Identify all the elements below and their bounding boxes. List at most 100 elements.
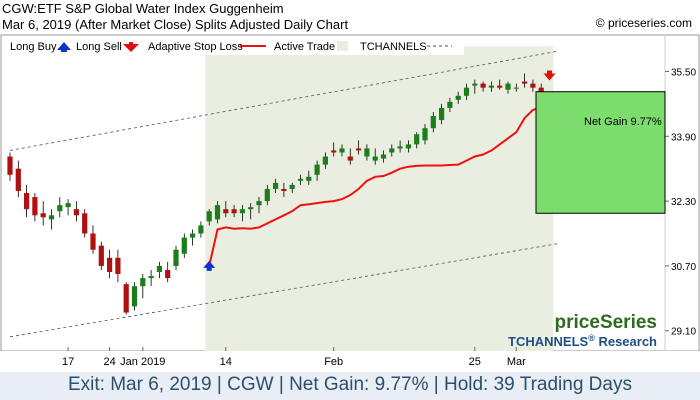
candle-body	[497, 85, 503, 88]
candle-body	[372, 156, 378, 161]
candle-body	[281, 188, 287, 191]
candle-body	[140, 278, 146, 287]
candle-body	[198, 225, 204, 234]
x-tick-label: 24	[103, 356, 115, 368]
copyright-notice: © priceseries.com	[595, 16, 692, 30]
candle-body	[405, 144, 411, 149]
candle-body	[48, 215, 55, 220]
candle-body	[90, 233, 96, 250]
y-tick-label: 33.90	[671, 132, 696, 143]
research-suffix: Research	[595, 334, 657, 349]
x-tick-label: Feb	[324, 356, 343, 368]
net-gain-label: Net Gain 9.77%	[584, 116, 662, 128]
candle-body	[297, 178, 304, 181]
candle-body	[430, 116, 436, 129]
net-gain-rect	[535, 91, 666, 214]
x-tick-label: 14	[220, 356, 232, 368]
tchannels-lines	[9, 50, 558, 338]
footer-separator: |	[273, 374, 290, 395]
footer-separator: |	[428, 374, 444, 395]
candle-body	[65, 203, 71, 208]
candle-body	[214, 205, 221, 220]
legend-long-sell-label: Long Sell	[76, 41, 122, 53]
candle-body	[389, 148, 395, 153]
research-prefix: TCHANNELS	[508, 334, 588, 349]
candle-body	[115, 257, 121, 275]
candle-body	[331, 150, 337, 153]
chart-title: CGW:ETF S&P Global Water Index Guggenhei…	[2, 1, 284, 16]
candle-body	[522, 81, 528, 84]
candle-body	[480, 83, 486, 88]
stop-loss-path	[208, 100, 567, 267]
candle-body	[339, 148, 345, 153]
footer-hold: Hold: 39 Trading Days	[443, 374, 632, 395]
candle-body	[422, 128, 428, 141]
candle-body	[148, 276, 154, 279]
footer-net-gain: Net Gain: 9.77%	[289, 374, 429, 395]
y-tick-label: 30.70	[671, 262, 696, 273]
candle-body	[181, 237, 187, 254]
channel-upper-line	[9, 50, 558, 151]
candle-body	[98, 245, 104, 266]
candle-body	[306, 176, 312, 181]
legend-long-sell-arrow-icon	[123, 42, 139, 52]
legend: Long Buy Long Sell Adaptive Stop Loss Ac…	[4, 38, 464, 55]
candle-body	[455, 95, 461, 100]
chart-subtitle: Mar 6, 2019 (After Market Close) Splits …	[2, 17, 349, 32]
x-tick-label: 25	[469, 356, 481, 368]
y-tick-label: 29.10	[671, 327, 696, 338]
candle-body	[397, 146, 403, 149]
long-sell-arrow-icon	[543, 70, 556, 81]
candle-body	[15, 168, 21, 191]
candle-body	[463, 87, 470, 96]
candle-body	[273, 182, 279, 189]
tchannels-research-label: TCHANNELS® Research	[508, 333, 657, 349]
candle-body	[264, 188, 270, 202]
trade-summary-footer: Exit: Mar 6, 2019 | CGW | Net Gain: 9.77…	[0, 372, 700, 400]
candle-body	[40, 213, 46, 218]
priceseries-logo: priceSeries	[555, 312, 657, 333]
candle-body	[190, 233, 196, 238]
candle-body	[439, 107, 445, 121]
candle-body	[173, 249, 179, 266]
y-axis: 29.10 30.70 32.30 33.90 35.50	[665, 67, 696, 338]
candle-body	[513, 87, 519, 89]
candle-body	[289, 184, 295, 189]
legend-long-buy-label: Long Buy	[10, 41, 57, 53]
candle-body	[256, 201, 262, 206]
candle-body	[165, 269, 171, 279]
candle-body	[364, 148, 370, 157]
legend-active-trade-label: Active Trade	[274, 41, 335, 53]
price-chart: 29.10 30.70 32.30 33.90 35.50 17 24 Jan 2019 14…	[0, 34, 700, 372]
registered-mark: ®	[588, 333, 595, 343]
candle-body	[472, 83, 478, 86]
candle-body	[7, 156, 13, 175]
footer-separator: |	[211, 374, 228, 395]
legend-tchannels-label: TCHANNELS	[360, 41, 427, 53]
candle-body	[248, 207, 254, 210]
y-tick-label: 35.50	[671, 67, 696, 78]
candlestick-series	[7, 73, 544, 315]
candle-body	[530, 83, 536, 88]
chart-header: CGW:ETF S&P Global Water Index Guggenhei…	[0, 0, 700, 34]
legend-background	[4, 38, 464, 55]
candle-body	[107, 257, 113, 272]
candle-body	[505, 83, 511, 90]
footer-symbol: CGW	[227, 374, 274, 395]
candle-body	[24, 193, 30, 210]
active-trade-region	[205, 46, 554, 351]
candle-body	[414, 134, 420, 145]
footer-exit: Exit: Mar 6, 2019	[68, 374, 212, 395]
candle-body	[447, 101, 453, 108]
long-buy-arrow-icon	[203, 260, 216, 271]
candle-body	[314, 164, 320, 175]
candle-body	[231, 209, 237, 214]
candle-body	[73, 209, 79, 216]
legend-adaptive-stop-label: Adaptive Stop Loss	[148, 41, 243, 53]
candle-body	[488, 85, 494, 88]
legend-long-buy-arrow-icon	[57, 42, 71, 52]
trade-signals	[203, 70, 556, 271]
candle-body	[356, 148, 362, 151]
candle-body	[57, 205, 63, 212]
channel-lower-line	[9, 243, 558, 338]
